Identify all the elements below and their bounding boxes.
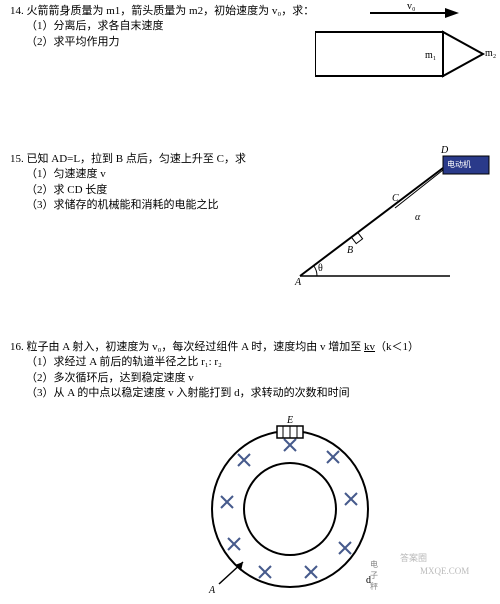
p15-alpha-label: α [415, 211, 420, 225]
p15-theta-label: θ [318, 262, 323, 276]
watermark-2: MXQE.COM [420, 565, 469, 578]
p15-b-label: B [347, 244, 353, 258]
p14-m1-label: m₁ [425, 49, 436, 63]
p16-kv: kv [364, 341, 375, 353]
p14-m2-label: m₂ [485, 47, 496, 61]
p16-a-label: A [209, 584, 215, 598]
p16-sub2: （2）多次循环后，达到稳定速度 v [26, 371, 490, 386]
p15-a-label: A [295, 276, 301, 290]
p14-v-label: v₀ [407, 0, 416, 14]
rocket-icon [315, 2, 495, 92]
p16-e-label: E [287, 414, 293, 428]
p16-sub3: （3）从 A 的中点以稳定速度 v 入射能打到 d，求转动的次数和时间 [26, 386, 490, 401]
p15-d-label: D [441, 144, 448, 158]
problem-15: 15. 已知 AD=L，拉到 B 点后，匀速上升至 C，求 （1）匀速速度 v … [0, 148, 500, 316]
p15-motor-label: 电动机 [447, 159, 471, 170]
p16-head-line: 16. 粒子由 A 射入，初速度为 v₀，每次经过组件 A 时，速度均由 v 增… [10, 340, 490, 355]
watermark-1: 答案圈 [400, 552, 427, 565]
p15-figure: A B C D θ α 电动机 [295, 148, 495, 288]
p14-figure: v₀ m₁ m₂ [315, 2, 495, 92]
problem-14: 14. 火箭箭身质量为 m1，箭头质量为 m2，初始速度为 v₀，求： （1）分… [0, 0, 500, 128]
p16-head: 16. 粒子由 A 射入，初速度为 v₀，每次经过组件 A 时，速度均由 v 增… [10, 341, 364, 353]
ring-icon [195, 414, 385, 604]
p16-figure: E A d 电子秤 [195, 414, 385, 604]
p16-sub1: （1）求经过 A 前后的轨道半径之比 r₁: r₂ [26, 355, 490, 370]
p16-tail: （k＜1） [375, 341, 419, 353]
p15-c-label: C [392, 192, 399, 206]
p16-caption: 电子秤 [370, 559, 385, 593]
